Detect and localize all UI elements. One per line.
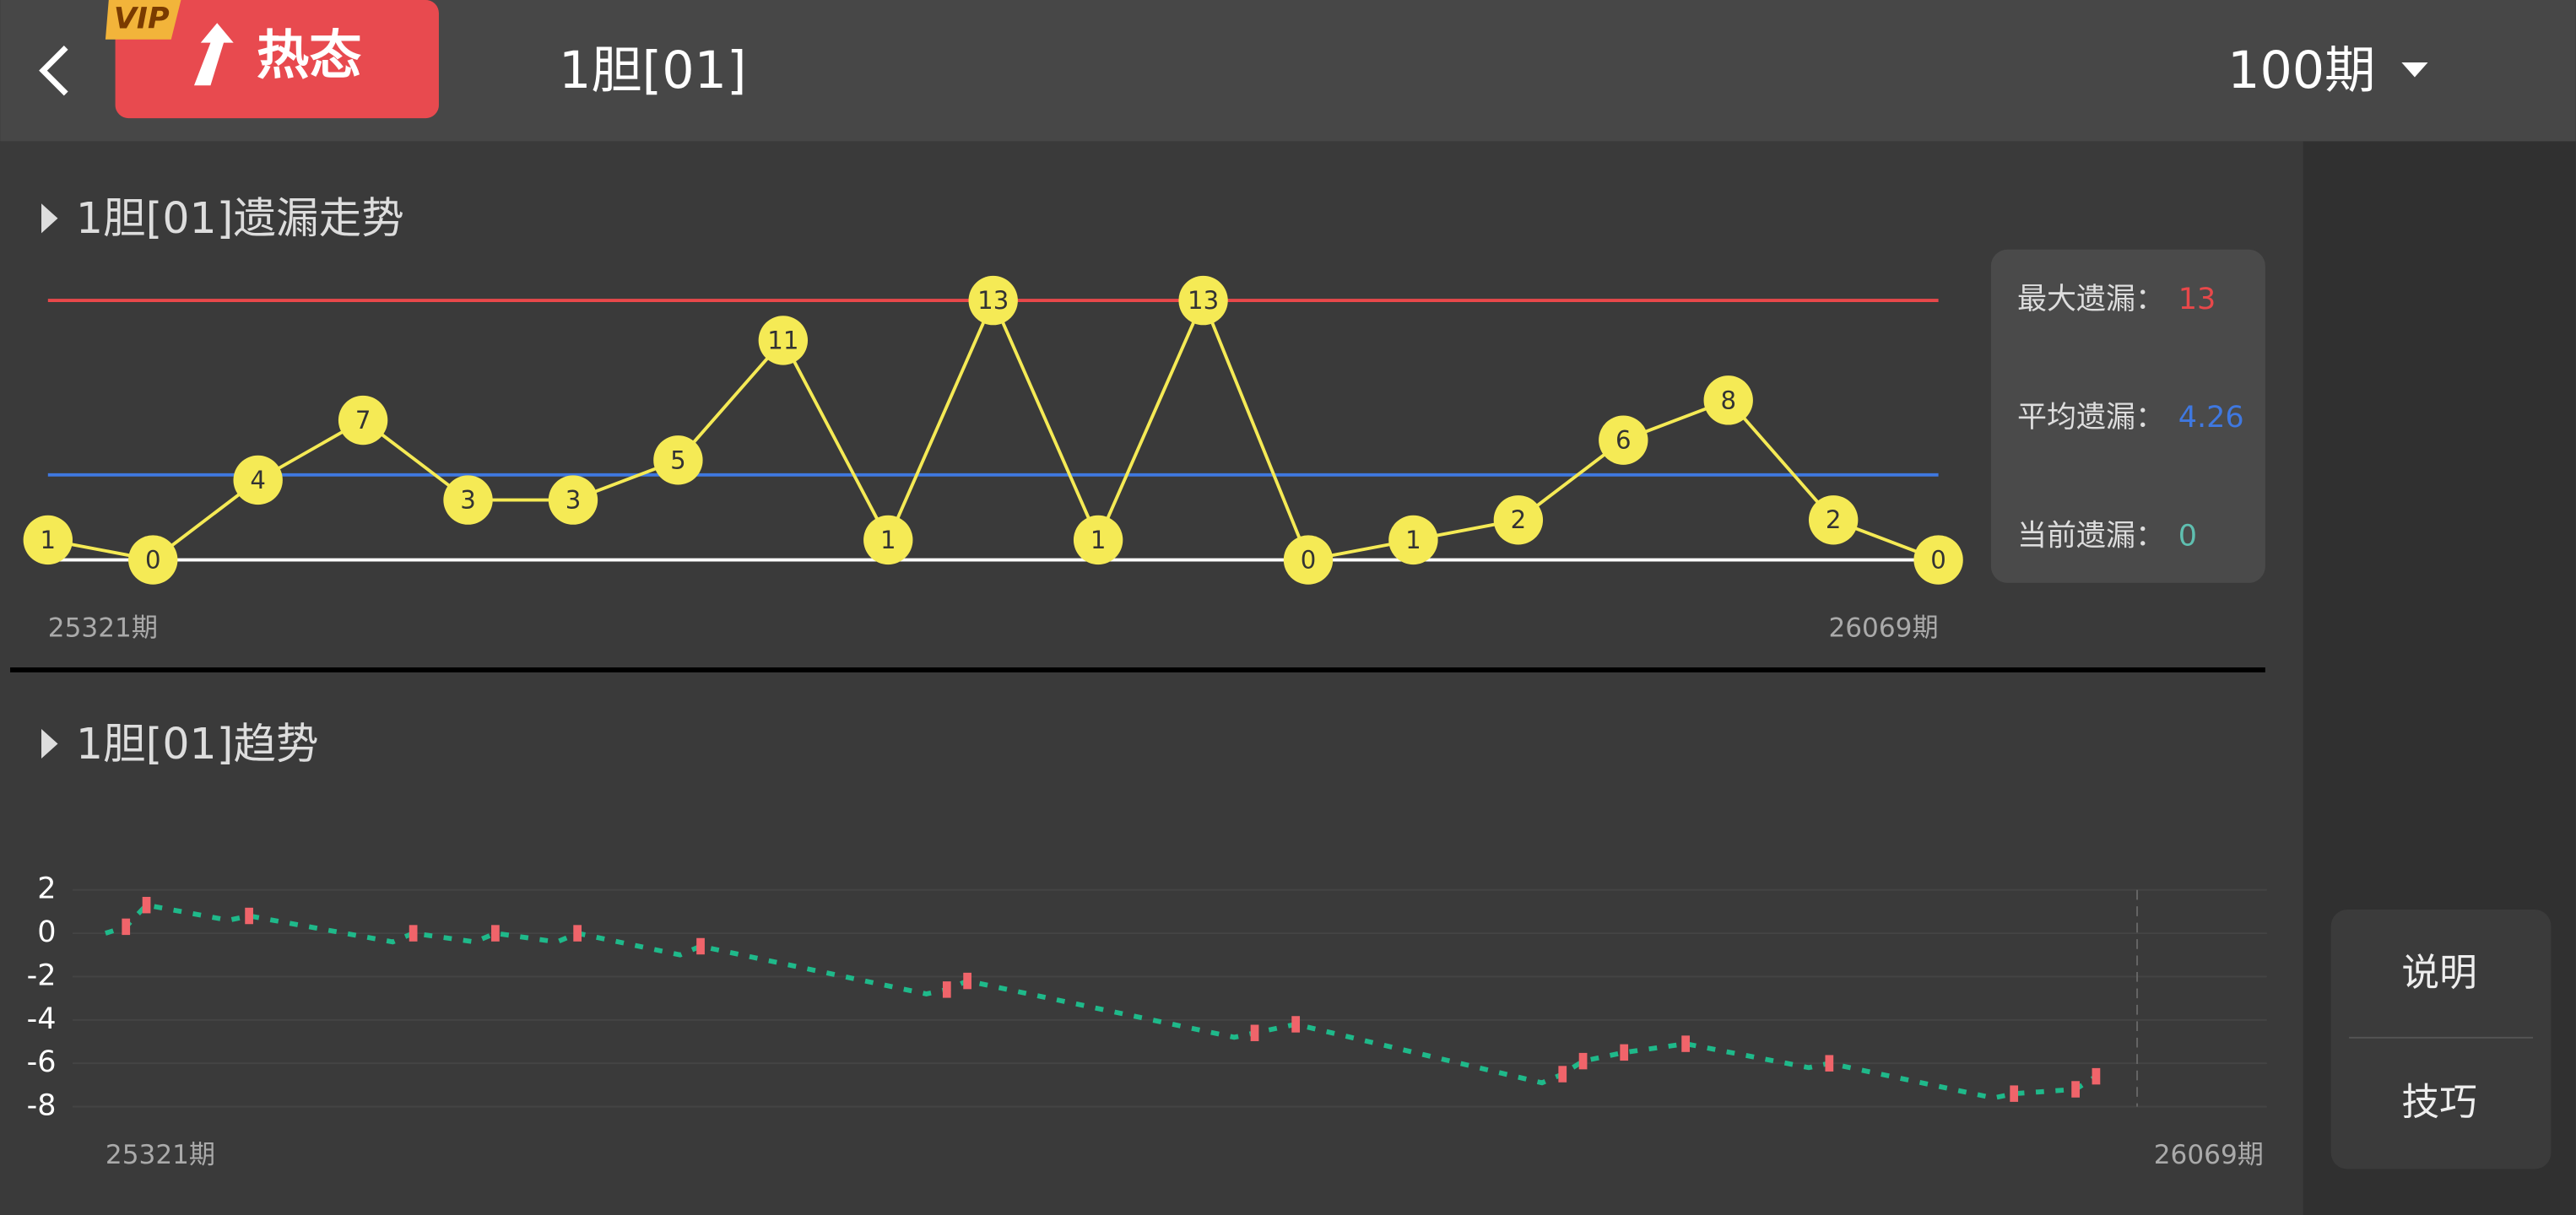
period-selector[interactable]: 100期 [2227, 41, 2375, 100]
hit-bar [491, 925, 500, 942]
hot-label: 热态 [257, 24, 362, 86]
x-label: 26069期 [1828, 613, 1938, 643]
point-label: 0 [1930, 546, 1946, 575]
omission-point [233, 455, 283, 505]
point-label: 0 [145, 546, 161, 575]
omission-point [653, 435, 703, 485]
x-label: 26069期 [2154, 1140, 2264, 1170]
point-label: 3 [566, 486, 582, 515]
hot-icon [194, 23, 234, 86]
hit-bar [1558, 1066, 1567, 1083]
point-label: 1 [41, 526, 57, 554]
y-tick-label: 2 [37, 872, 56, 906]
point-label: 6 [1615, 426, 1632, 455]
omission-point [23, 515, 73, 565]
vip-label: VIP [114, 1, 170, 35]
hit-bar [122, 918, 131, 936]
stat-value: 13 [2178, 282, 2216, 316]
point-label: 13 [977, 286, 1009, 315]
point-label: 2 [1826, 505, 1842, 534]
hit-bar [696, 937, 705, 955]
hit-bar [963, 972, 971, 990]
point-label: 1 [880, 526, 896, 554]
stats-box [1990, 249, 2265, 583]
hit-bar [1825, 1055, 1834, 1072]
point-label: 1 [1405, 526, 1421, 554]
omission-point [1913, 535, 1963, 585]
omission-point [443, 475, 493, 525]
y-tick-label: -4 [27, 1002, 57, 1036]
point-label: 8 [1720, 386, 1736, 414]
hit-bar [1578, 1052, 1588, 1070]
side-menu [2330, 910, 2552, 1169]
omission-point [338, 395, 388, 446]
hit-bar [1681, 1035, 1690, 1052]
vip-badge [105, 0, 181, 40]
omission-point [1073, 515, 1123, 565]
point-label: 11 [767, 326, 798, 354]
y-tick-label: 0 [37, 915, 56, 949]
trend-line [105, 902, 2097, 1101]
page-title: 1胆[01] [559, 41, 747, 100]
omission-point [1388, 515, 1438, 565]
hit-bar [245, 907, 253, 925]
section-marker [41, 729, 58, 759]
hot-button[interactable] [115, 0, 439, 119]
omission-point [863, 515, 913, 565]
hit-bar [1620, 1044, 1629, 1061]
hit-bar [142, 896, 151, 914]
point-label: 0 [1301, 546, 1317, 575]
x-label: 25321期 [48, 613, 158, 643]
menu-button[interactable]: 技巧 [2401, 1080, 2477, 1125]
omission-point [968, 275, 1018, 326]
point-label: 3 [460, 486, 476, 515]
omission-point [1178, 275, 1228, 326]
omission-point [1493, 495, 1544, 545]
hit-bar [1250, 1024, 1259, 1041]
hit-bar [1291, 1016, 1301, 1033]
stat-label: 当前遗漏： [2017, 518, 2165, 553]
stat-value: 0 [2178, 518, 2197, 553]
omission-point [548, 475, 598, 525]
hit-bar [2010, 1085, 2019, 1102]
omission-point [128, 535, 178, 585]
point-label: 4 [250, 466, 266, 494]
omission-point [1283, 535, 1334, 585]
point-label: 5 [670, 446, 686, 474]
omission-point [1703, 375, 1753, 425]
point-label: 2 [1511, 505, 1527, 534]
stat-value: 4.26 [2178, 400, 2244, 435]
y-tick-label: -2 [27, 958, 57, 992]
hit-bar [409, 925, 418, 942]
section-marker [41, 203, 58, 234]
stat-label: 最大遗漏： [2017, 282, 2165, 316]
point-label: 13 [1188, 286, 1219, 315]
back-button[interactable] [39, 46, 68, 96]
omission-point [1808, 495, 1859, 545]
menu-button[interactable]: 说明 [2401, 950, 2477, 995]
point-label: 7 [355, 406, 371, 435]
hit-bar [2071, 1081, 2080, 1098]
point-label: 1 [1090, 526, 1107, 554]
hit-bar [942, 981, 951, 998]
dropdown-arrow[interactable] [2401, 62, 2428, 78]
section-title: 1胆[01]遗漏走势 [76, 193, 404, 243]
section-title: 1胆[01]趋势 [76, 719, 319, 769]
hit-bar [573, 925, 582, 942]
omission-point [758, 316, 809, 365]
y-tick-label: -6 [27, 1045, 57, 1079]
stat-label: 平均遗漏： [2017, 400, 2165, 435]
x-label: 25321期 [106, 1140, 215, 1170]
y-tick-label: -8 [27, 1088, 57, 1123]
hit-bar [2092, 1067, 2101, 1085]
omission-point [1599, 415, 1648, 465]
